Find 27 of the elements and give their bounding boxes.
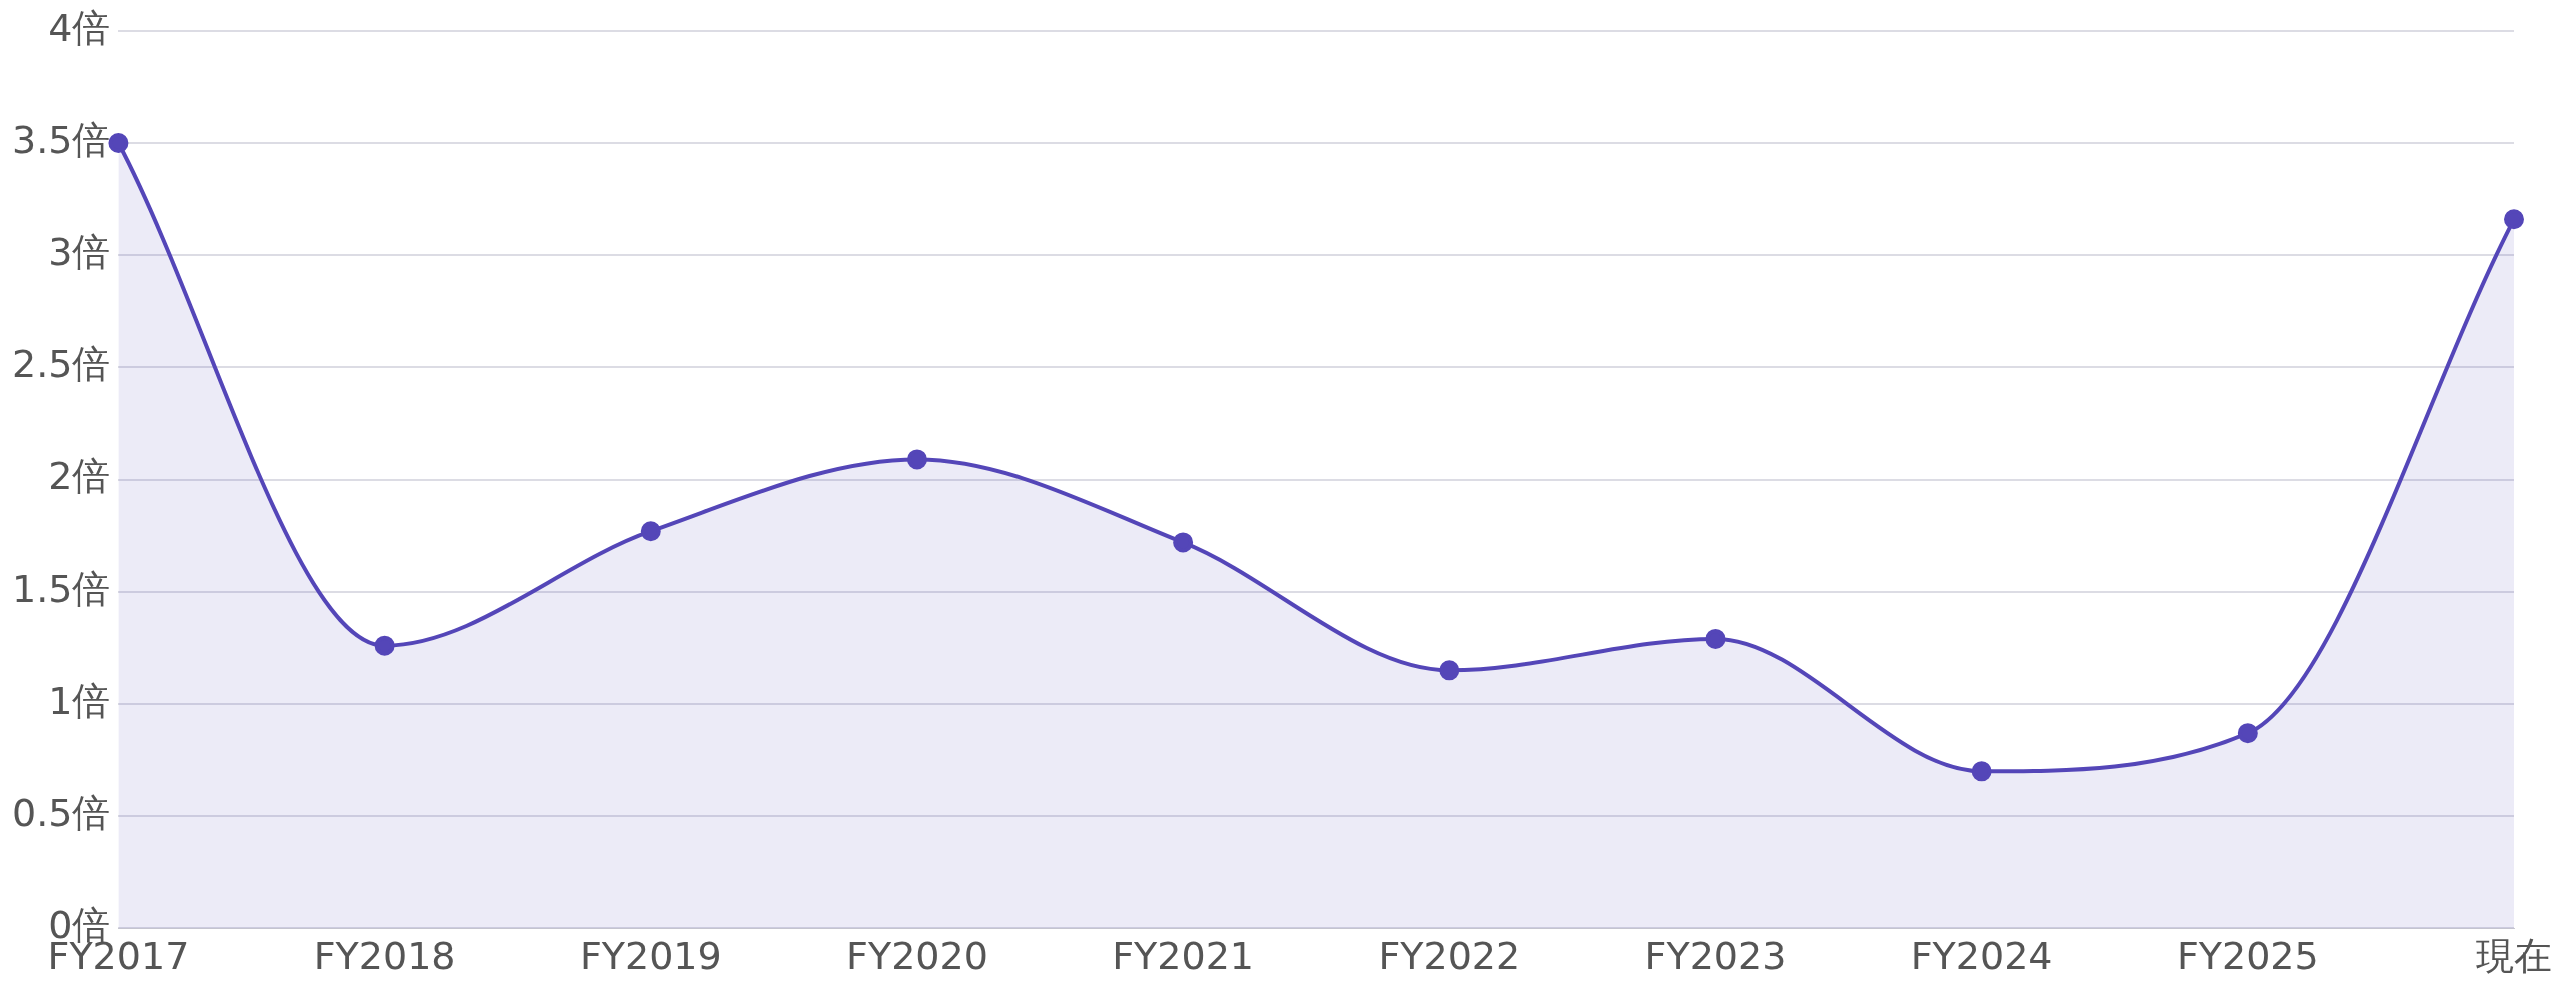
y-tick-label: 4倍 <box>48 5 111 50</box>
point <box>374 635 395 656</box>
x-tick-label: 現在 <box>2476 934 2552 979</box>
point <box>906 449 927 470</box>
y-tick-label: 2倍 <box>48 454 111 499</box>
y-tick-label: 3倍 <box>48 230 111 275</box>
y-tick-label: 0.5倍 <box>12 791 111 836</box>
x-tick-label: FY2025 <box>2176 934 2319 979</box>
y-tick-label: 2.5倍 <box>12 342 111 387</box>
x-tick-label: FY2020 <box>846 934 988 979</box>
point <box>1173 532 1194 553</box>
point <box>1705 628 1726 649</box>
y-tick-label: 1.5倍 <box>12 566 111 611</box>
point <box>108 133 129 153</box>
point <box>640 521 661 542</box>
y-tick-label: 1倍 <box>48 678 111 723</box>
point <box>2237 723 2258 744</box>
x-tick-label: FY2021 <box>1112 934 1255 979</box>
y-tick-label: 3.5倍 <box>12 117 111 162</box>
x-tick-label: FY2019 <box>579 934 722 979</box>
x-tick-label: FY2022 <box>1378 934 1521 979</box>
x-tick-label: FY2024 <box>1910 934 2053 979</box>
x-tick-label: FY2018 <box>313 934 456 979</box>
x-tick-label: FY2023 <box>1644 934 1787 979</box>
point <box>2504 209 2524 230</box>
point <box>1439 660 1460 681</box>
point <box>1971 761 1992 782</box>
